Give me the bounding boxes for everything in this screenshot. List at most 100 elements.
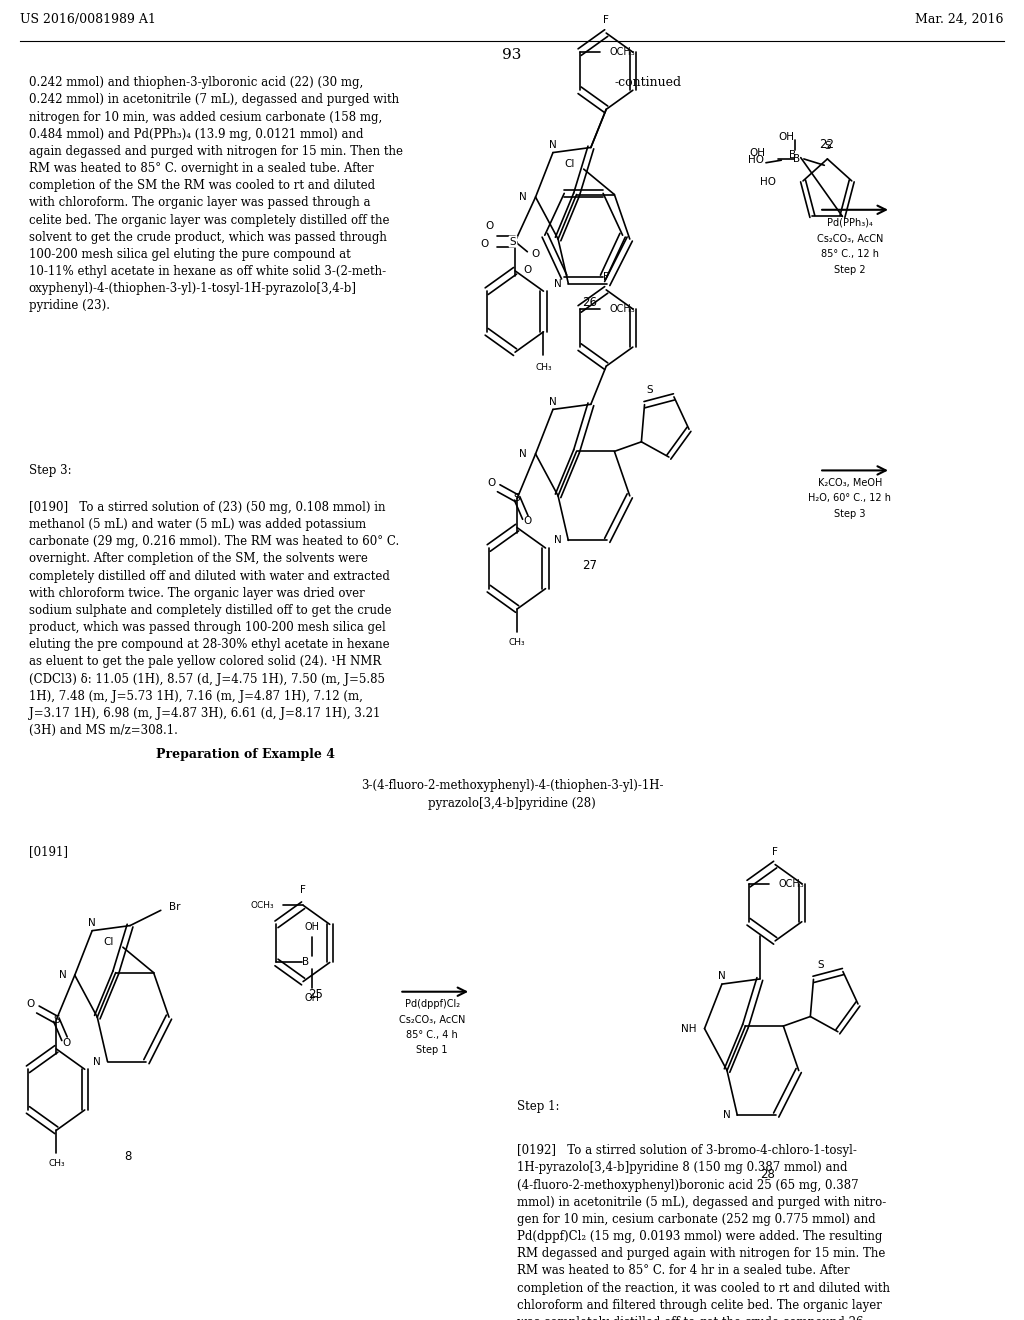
Text: mmol) in acetonitrile (5 mL), degassed and purged with nitro-: mmol) in acetonitrile (5 mL), degassed a… [517,1196,887,1209]
Text: Cl: Cl [103,937,114,948]
Text: OCH₃: OCH₃ [778,879,805,888]
Text: pyridine (23).: pyridine (23). [29,300,110,313]
Text: S: S [824,141,830,152]
Text: RM was heated to 85° C. overnight in a sealed tube. After: RM was heated to 85° C. overnight in a s… [29,162,374,176]
Text: B: B [302,957,308,968]
Text: carbonate (29 mg, 0.216 mmol). The RM was heated to 60° C.: carbonate (29 mg, 0.216 mmol). The RM wa… [29,536,399,548]
Text: S: S [53,1015,59,1024]
Text: N: N [519,449,527,459]
Text: pyrazolo[3,4-b]pyridine (28): pyrazolo[3,4-b]pyridine (28) [428,796,596,809]
Text: S: S [512,236,518,247]
Text: 25: 25 [308,987,323,1001]
Text: RM degassed and purged again with nitrogen for 15 min. The: RM degassed and purged again with nitrog… [517,1247,886,1261]
Text: 1H-pyrazolo[3,4-b]pyridine 8 (150 mg 0.387 mmol) and: 1H-pyrazolo[3,4-b]pyridine 8 (150 mg 0.3… [517,1162,848,1175]
Text: N: N [519,193,527,202]
Text: as eluent to get the pale yellow colored solid (24). ¹H NMR: as eluent to get the pale yellow colored… [29,656,381,668]
Text: 85° C., 4 h: 85° C., 4 h [407,1030,458,1040]
Text: OCH₃: OCH₃ [250,900,274,909]
Text: overnight. After completion of the SM, the solvents were: overnight. After completion of the SM, t… [29,553,368,565]
Text: 28: 28 [761,1168,775,1181]
Text: 8: 8 [124,1151,132,1163]
Text: J=3.17 1H), 6.98 (m, J=4.87 3H), 6.61 (d, J=8.17 1H), 3.21: J=3.17 1H), 6.98 (m, J=4.87 3H), 6.61 (d… [29,708,380,719]
Text: Step 3: Step 3 [835,508,865,519]
Text: CH₃: CH₃ [48,1159,65,1168]
Text: eluting the pre compound at 28-30% ethyl acetate in hexane: eluting the pre compound at 28-30% ethyl… [29,639,389,651]
Text: [0190]   To a stirred solution of (23) (50 mg, 0.108 mmol) in: [0190] To a stirred solution of (23) (50… [29,502,385,513]
Text: with chloroform twice. The organic layer was dried over: with chloroform twice. The organic layer… [29,587,365,599]
Text: N: N [549,397,557,407]
Text: 22: 22 [819,139,835,152]
Text: 27: 27 [582,560,597,573]
Text: S: S [646,385,652,395]
Text: O: O [480,239,488,249]
Text: Mar. 24, 2016: Mar. 24, 2016 [915,13,1004,25]
Text: completion of the reaction, it was cooled to rt and diluted with: completion of the reaction, it was coole… [517,1282,890,1295]
Text: N: N [58,970,67,981]
Text: B: B [790,150,796,160]
Text: 0.242 mmol) and thiophen-3-ylboronic acid (22) (30 mg,: 0.242 mmol) and thiophen-3-ylboronic aci… [29,77,362,90]
Text: CH₃: CH₃ [536,363,552,372]
Text: H₂O, 60° C., 12 h: H₂O, 60° C., 12 h [808,494,892,503]
Text: O: O [485,222,494,231]
Text: Cs₂CO₃, AcCN: Cs₂CO₃, AcCN [399,1015,465,1024]
Text: completion of the SM the RM was cooled to rt and diluted: completion of the SM the RM was cooled t… [29,180,375,193]
Text: RM was heated to 85° C. for 4 hr in a sealed tube. After: RM was heated to 85° C. for 4 hr in a se… [517,1265,850,1278]
Text: 3-(4-fluoro-2-methoxyphenyl)-4-(thiophen-3-yl)-1H-: 3-(4-fluoro-2-methoxyphenyl)-4-(thiophen… [360,779,664,792]
Text: completely distilled off and diluted with water and extracted: completely distilled off and diluted wit… [29,570,389,582]
Text: methanol (5 mL) and water (5 mL) was added potassium: methanol (5 mL) and water (5 mL) was add… [29,519,366,531]
Text: [0192]   To a stirred solution of 3-bromo-4-chloro-1-tosyl-: [0192] To a stirred solution of 3-bromo-… [517,1144,857,1158]
Text: gen for 10 min, cesium carbonate (252 mg 0.775 mmol) and: gen for 10 min, cesium carbonate (252 mg… [517,1213,876,1226]
Text: -continued: -continued [614,77,682,90]
Text: O: O [523,516,531,527]
Text: Pd(dppf)Cl₂: Pd(dppf)Cl₂ [404,999,460,1010]
Text: O: O [487,478,496,488]
Text: 26: 26 [582,296,597,309]
Text: sodium sulphate and completely distilled off to get the crude: sodium sulphate and completely distilled… [29,605,391,616]
Text: solvent to get the crude product, which was passed through: solvent to get the crude product, which … [29,231,386,244]
Text: Cs₂CO₃, AcCN: Cs₂CO₃, AcCN [817,234,883,244]
Text: O: O [523,264,531,275]
Text: O: O [27,999,35,1010]
Text: CH₃: CH₃ [509,638,525,647]
Text: 10-11% ethyl acetate in hexane as off white solid 3-(2-meth-: 10-11% ethyl acetate in hexane as off wh… [29,265,386,279]
Text: F: F [772,847,778,857]
Text: Step 2: Step 2 [835,264,865,275]
Text: OCH₃: OCH₃ [609,48,636,57]
Text: N: N [88,917,96,928]
Text: Step 1:: Step 1: [517,1100,560,1113]
Text: K₂CO₃, MeOH: K₂CO₃, MeOH [818,478,882,488]
Text: N: N [718,972,726,982]
Text: N: N [93,1056,101,1067]
Text: F: F [300,884,306,895]
Text: O: O [62,1038,71,1048]
Text: OH: OH [750,148,766,157]
Text: (CDCl3) δ: 11.05 (1H), 8.57 (d, J=4.75 1H), 7.50 (m, J=5.85: (CDCl3) δ: 11.05 (1H), 8.57 (d, J=4.75 1… [29,673,385,685]
Text: 1H), 7.48 (m, J=5.73 1H), 7.16 (m, J=4.87 1H), 7.12 (m,: 1H), 7.48 (m, J=5.73 1H), 7.16 (m, J=4.8… [29,690,362,702]
Text: S: S [817,960,823,970]
Text: S: S [514,494,520,503]
Text: N: N [554,536,562,545]
Text: chloroform and filtered through celite bed. The organic layer: chloroform and filtered through celite b… [517,1299,882,1312]
Text: celite bed. The organic layer was completely distilled off the: celite bed. The organic layer was comple… [29,214,389,227]
Text: Br: Br [169,902,181,912]
Text: HO: HO [760,177,776,187]
Text: B: B [794,154,800,164]
Text: with chloroform. The organic layer was passed through a: with chloroform. The organic layer was p… [29,197,370,210]
Text: Pd(dppf)Cl₂ (15 mg, 0.0193 mmol) were added. The resulting: Pd(dppf)Cl₂ (15 mg, 0.0193 mmol) were ad… [517,1230,883,1243]
Text: again degassed and purged with nitrogen for 15 min. Then the: again degassed and purged with nitrogen … [29,145,402,158]
Text: was completely distilled off to get the crude compound 26.: was completely distilled off to get the … [517,1316,867,1320]
Text: NH: NH [681,1023,697,1034]
Text: Preparation of Example 4: Preparation of Example 4 [157,747,335,760]
Text: oxyphenyl)-4-(thiophen-3-yl)-1-tosyl-1H-pyrazolo[3,4-b]: oxyphenyl)-4-(thiophen-3-yl)-1-tosyl-1H-… [29,282,356,296]
Text: [0191]: [0191] [29,846,68,858]
Text: product, which was passed through 100-200 mesh silica gel: product, which was passed through 100-20… [29,622,385,634]
Text: F: F [603,272,609,282]
Text: N: N [549,140,557,150]
Text: (4-fluoro-2-methoxyphenyl)boronic acid 25 (65 mg, 0.387: (4-fluoro-2-methoxyphenyl)boronic acid 2… [517,1179,859,1192]
Text: (3H) and MS m/z=308.1.: (3H) and MS m/z=308.1. [29,725,177,737]
Text: nitrogen for 10 min, was added cesium carbonate (158 mg,: nitrogen for 10 min, was added cesium ca… [29,111,382,124]
Text: 0.242 mmol) in acetonitrile (7 mL), degassed and purged with: 0.242 mmol) in acetonitrile (7 mL), dega… [29,94,398,107]
Text: F: F [603,16,609,25]
Text: O: O [531,249,540,259]
Text: US 2016/0081989 A1: US 2016/0081989 A1 [20,13,157,25]
